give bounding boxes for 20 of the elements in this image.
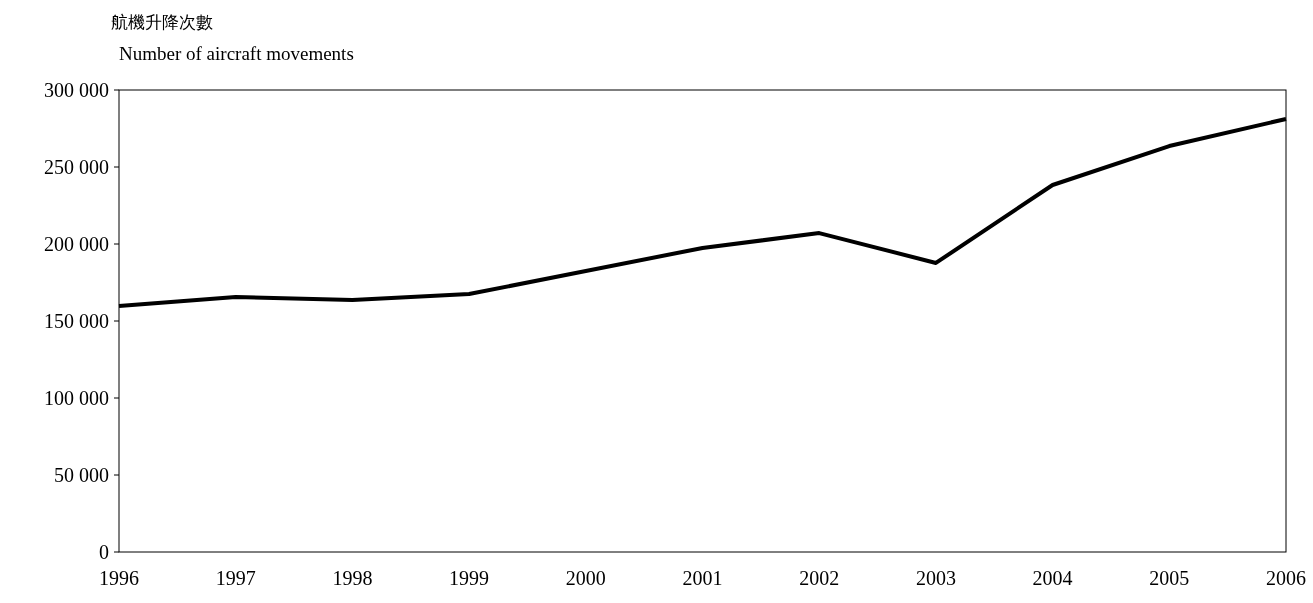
x-tick-label: 2005 xyxy=(1149,567,1190,589)
x-tick-label: 1996 xyxy=(99,567,139,589)
y-tick-label: 150 000 xyxy=(44,310,109,332)
y-tick-label: 200 000 xyxy=(44,233,109,255)
x-tick-label: 2006 xyxy=(1266,567,1306,589)
x-tick-label: 1998 xyxy=(332,567,373,589)
chart-title: 航機升降次數 xyxy=(111,12,213,32)
x-tick-label: 2000 xyxy=(565,567,606,589)
x-tick-label: 1997 xyxy=(215,567,256,589)
x-tick-label: 2002 xyxy=(799,567,840,589)
x-tick-label: 2004 xyxy=(1032,567,1073,589)
y-tick-label: 250 000 xyxy=(44,156,109,178)
y-tick-label: 50 000 xyxy=(54,464,109,486)
y-tick-label: 100 000 xyxy=(44,387,109,409)
x-tick-label: 2003 xyxy=(915,567,956,589)
chart-subtitle: Number of aircraft movements xyxy=(119,43,354,64)
x-tick-label: 1999 xyxy=(449,567,490,589)
y-tick-label: 300 000 xyxy=(44,79,109,101)
x-tick-label: 2001 xyxy=(682,567,723,589)
y-tick-label: 0 xyxy=(99,541,109,563)
